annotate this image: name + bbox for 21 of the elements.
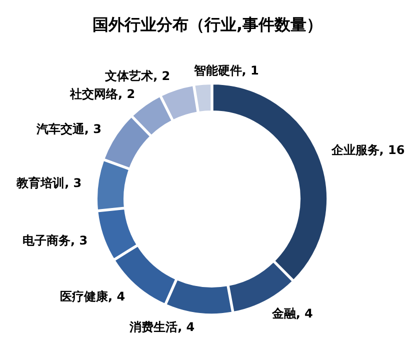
data-label: , 3 bbox=[84, 122, 102, 136]
slice-label: 企业服务 bbox=[330, 142, 380, 157]
slice-label: 教育培训 bbox=[16, 176, 65, 190]
data-label: , 3 bbox=[64, 176, 82, 190]
data-label: , 16 bbox=[379, 142, 405, 157]
data-label: , 2 bbox=[118, 86, 136, 101]
data-label: , 4 bbox=[178, 320, 195, 334]
data-label: , 2 bbox=[153, 69, 170, 84]
slice-label: 电子商务 bbox=[22, 234, 71, 248]
data-label: , 4 bbox=[296, 306, 313, 320]
slice-label: 汽车交通 bbox=[35, 122, 86, 136]
slice-label: 消费生活 bbox=[128, 320, 178, 334]
data-label: , 3 bbox=[70, 234, 88, 248]
data-label: , 1 bbox=[242, 63, 259, 78]
slice-label: 医疗健康 bbox=[60, 289, 109, 304]
slice-label: 文体艺术 bbox=[104, 69, 154, 84]
chart-title: 国外行业分布（行业,事件数量） bbox=[92, 15, 323, 34]
slice-label: 社交网络 bbox=[68, 86, 119, 101]
slice-label: 智能硬件 bbox=[192, 63, 242, 78]
data-label: , 4 bbox=[108, 289, 126, 304]
slice-label: 金融 bbox=[270, 306, 297, 320]
